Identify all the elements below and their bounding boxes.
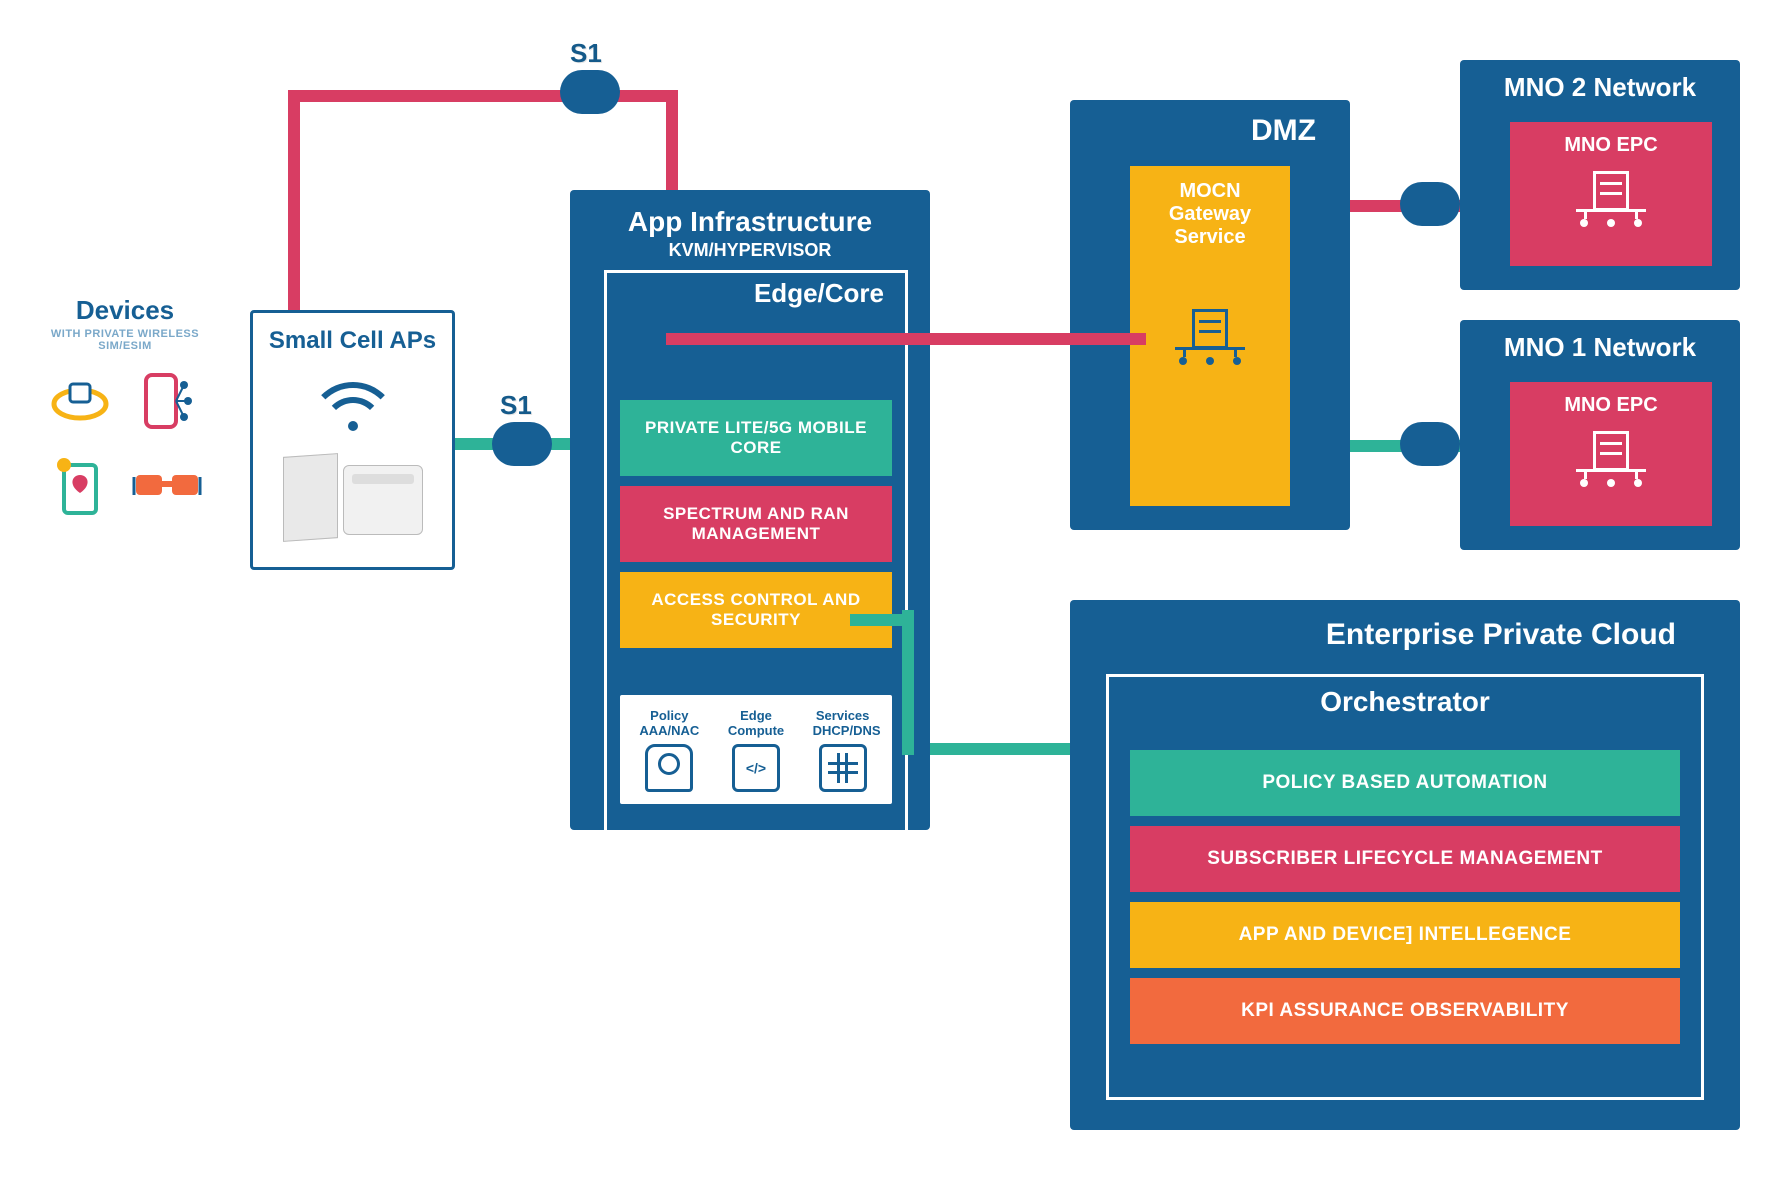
- dmz-svc-l3: Service: [1138, 226, 1282, 249]
- devices-block: Devices WITH PRIVATE WIRELESS SIM/ESIM: [30, 295, 220, 520]
- grid-icon: [819, 744, 867, 792]
- device-tablet-icon: [45, 450, 115, 520]
- devices-grid: [45, 366, 205, 520]
- mno1-box: MNO 1 Network MNO EPC: [1460, 320, 1740, 550]
- device-glasses-icon: [132, 450, 202, 520]
- app-infra-subtitle: KVM/HYPERVISOR: [588, 240, 912, 261]
- mno1-epc: MNO EPC: [1510, 382, 1712, 526]
- pipe-dmz-mno2: [1400, 182, 1460, 226]
- dmz-box: DMZ MOCN Gateway Service: [1070, 100, 1350, 530]
- edge-core-label: Edge/Core: [630, 278, 898, 309]
- mno2-epc: MNO EPC: [1510, 122, 1712, 266]
- server-icon: [1576, 171, 1646, 221]
- pipe-s1-top: [560, 70, 620, 114]
- conn-app-cloud-right: [902, 743, 1092, 755]
- bar-mobile-core: PRIVATE LITE/5G MOBILE CORE: [620, 400, 892, 476]
- mno1-title: MNO 1 Network: [1472, 332, 1728, 363]
- cloud-bar-kpi: KPI ASSURANCE OBSERVABILITY: [1130, 978, 1680, 1044]
- small-cell-box: Small Cell APs: [250, 310, 455, 570]
- wifi-icon: [308, 367, 398, 437]
- cloud-bar-app-device: APP AND DEVICE] INTELLEGENCE: [1130, 902, 1680, 968]
- dmz-svc-l2: Gateway: [1138, 203, 1282, 226]
- pipe-s1-bottom-label: S1: [500, 390, 532, 421]
- mini-edge-compute: Edge Compute: [726, 709, 786, 792]
- mini-services-panel: Policy AAA/NAC Edge Compute Services DHC…: [620, 695, 892, 804]
- dmz-service-box: MOCN Gateway Service: [1130, 166, 1290, 506]
- conn-app-cloud-out: [850, 614, 914, 626]
- ap-hardware-icon: [283, 445, 423, 545]
- cloud-bar-policy: POLICY BASED AUTOMATION: [1130, 750, 1680, 816]
- app-infra-title: App Infrastructure: [588, 206, 912, 238]
- mno2-epc-label: MNO EPC: [1522, 134, 1700, 157]
- app-infra-box: App Infrastructure KVM/HYPERVISOR Edge/C…: [570, 190, 930, 830]
- device-phone-icon: [132, 366, 202, 436]
- dmz-svc-l1: MOCN: [1138, 180, 1282, 203]
- pipe-dmz-mno1: [1400, 422, 1460, 466]
- pipe-s1-bottom: [492, 422, 552, 466]
- mno2-box: MNO 2 Network MNO EPC: [1460, 60, 1740, 290]
- conn-app-cloud-down: [902, 610, 914, 755]
- orchestrator-label: Orchestrator: [1070, 686, 1740, 718]
- cloud-box: Enterprise Private Cloud Orchestrator PO…: [1070, 600, 1740, 1130]
- conn-s1top-up: [288, 90, 300, 335]
- cloud-title: Enterprise Private Cloud: [1094, 618, 1716, 652]
- small-cell-title: Small Cell APs: [267, 327, 438, 355]
- badge-icon: [645, 744, 693, 792]
- device-wearable-icon: [45, 366, 115, 436]
- mno1-epc-label: MNO EPC: [1522, 394, 1700, 417]
- mno2-title: MNO 2 Network: [1472, 72, 1728, 103]
- mini-services: Services DHCP/DNS: [813, 709, 873, 792]
- bar-access-security: ACCESS CONTROL AND SECURITY: [620, 572, 892, 648]
- pipe-s1-top-label: S1: [570, 38, 602, 69]
- server-icon: [1576, 431, 1646, 481]
- cloud-bar-subscriber: SUBSCRIBER LIFECYCLE MANAGEMENT: [1130, 826, 1680, 892]
- code-icon: [732, 744, 780, 792]
- dmz-title: DMZ: [1084, 114, 1336, 148]
- mini-policy: Policy AAA/NAC: [639, 709, 699, 792]
- devices-subtitle: WITH PRIVATE WIRELESS SIM/ESIM: [30, 328, 220, 352]
- conn-s1top-to-dmz: [666, 333, 1146, 345]
- server-icon: [1175, 309, 1245, 359]
- bar-spectrum-ran: SPECTRUM AND RAN MANAGEMENT: [620, 486, 892, 562]
- devices-title: Devices: [30, 295, 220, 326]
